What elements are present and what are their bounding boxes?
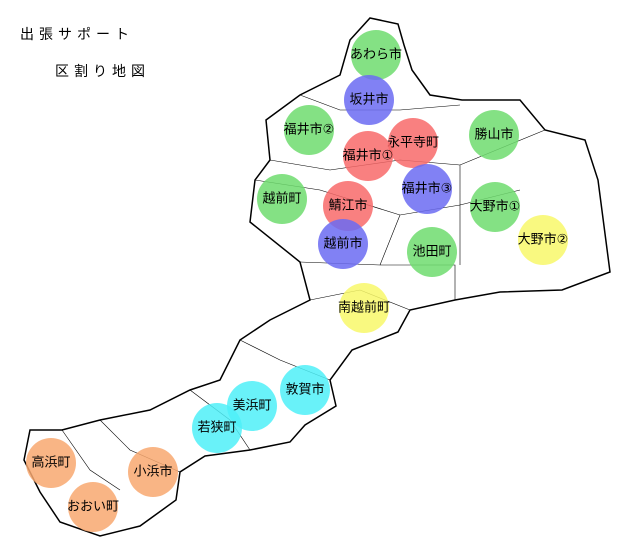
region-label: 大野市② (518, 232, 569, 248)
region-circle (407, 227, 457, 277)
region-label: 大野市① (470, 199, 521, 215)
region-label: 鯖江市 (328, 198, 367, 214)
region-circle (469, 110, 519, 160)
region-label: 小浜市 (133, 464, 172, 480)
region-label: 永平寺町 (387, 136, 439, 151)
title: 出張サポート (20, 27, 134, 43)
region-circle (339, 283, 389, 333)
region-label: 勝山市 (474, 127, 513, 143)
region-label: 敦賀市 (285, 382, 324, 398)
region-circle (323, 181, 373, 231)
region-label: 福井市③ (402, 181, 453, 197)
subtitle: 区割り地図 (55, 63, 150, 80)
region-circle (343, 131, 393, 181)
region-circle (284, 105, 334, 155)
region-circle (388, 118, 438, 168)
region-circle (344, 75, 394, 125)
region-circle (351, 30, 401, 80)
region-label: おおい町 (67, 500, 119, 515)
prefecture-outline (23, 17, 611, 537)
region-label: 若狭町 (197, 420, 236, 436)
region-circle (470, 182, 520, 232)
region-label: 越前市 (323, 236, 362, 252)
region-circle (402, 164, 452, 214)
region-circle (318, 219, 368, 269)
region-circle (257, 174, 307, 224)
region-circle (26, 438, 76, 488)
region-circle (128, 447, 178, 497)
region-label: 福井市① (343, 148, 394, 164)
region-circle (192, 403, 242, 453)
region-label: あわら市 (350, 47, 402, 63)
region-label: 南越前町 (338, 300, 390, 316)
region-circle (68, 482, 118, 532)
region-circle (280, 365, 330, 415)
region-label: 高浜町 (31, 455, 70, 471)
region-label: 越前町 (262, 191, 301, 207)
region-label: 坂井市 (349, 92, 388, 108)
region-circle (518, 215, 568, 265)
region-label: 福井市② (284, 122, 335, 138)
region-label: 美浜町 (232, 399, 271, 414)
region-label: 池田町 (412, 245, 451, 260)
